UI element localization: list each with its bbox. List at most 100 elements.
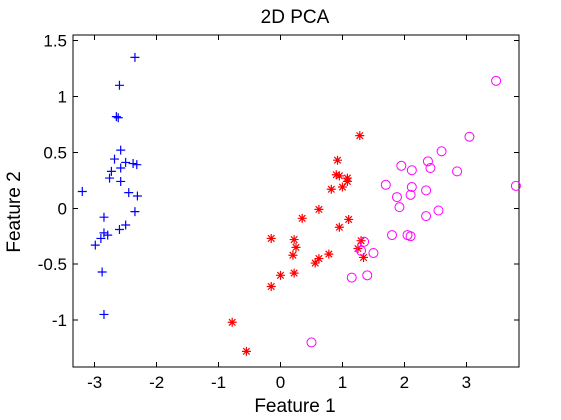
axis-ticks: -3 -2 -1 0 1 2 3 -1 -0.5 0 0.5 1 1.5: [38, 32, 519, 392]
data-point: [276, 270, 286, 280]
data-point: [387, 230, 398, 241]
data-point: [421, 211, 432, 222]
data-point: [406, 182, 417, 193]
data-point: [289, 268, 299, 278]
data-point: [132, 191, 142, 201]
data-point: [422, 156, 433, 167]
data-point: [113, 113, 123, 123]
y-tick-label: -0.5: [38, 255, 67, 274]
data-points: [77, 52, 521, 356]
series-star-points: [227, 131, 369, 356]
y-tick-label: 0.5: [43, 143, 67, 162]
data-point: [297, 213, 307, 223]
data-point: [331, 170, 341, 180]
data-point: [266, 233, 276, 243]
x-axis-title: Feature 1: [254, 396, 335, 417]
data-point: [362, 270, 373, 281]
data-point: [241, 346, 251, 356]
data-point: [132, 160, 142, 170]
y-tick-label: 0: [58, 199, 67, 218]
y-axis-title: Feature 2: [4, 171, 25, 252]
x-tick-label: -1: [211, 373, 226, 392]
data-point: [99, 309, 109, 319]
data-point: [96, 233, 106, 243]
data-point: [355, 131, 365, 141]
data-point: [324, 249, 334, 259]
data-point: [380, 179, 391, 190]
data-point: [121, 157, 131, 167]
y-tick-label: -1: [52, 311, 67, 330]
data-point: [405, 231, 416, 242]
data-point: [436, 146, 447, 157]
data-point: [406, 165, 417, 176]
data-point: [124, 188, 134, 198]
data-point: [421, 185, 432, 196]
plot-area-frame: [72, 34, 520, 368]
data-point: [128, 159, 138, 169]
data-point: [291, 242, 301, 252]
x-tick-label: 2: [400, 373, 409, 392]
series-circle-points: [306, 75, 521, 348]
data-point: [266, 282, 276, 292]
data-point: [116, 163, 126, 173]
data-point: [356, 236, 366, 246]
data-point: [433, 205, 444, 216]
y-tick-label: 1: [58, 87, 67, 106]
data-point: [306, 337, 317, 348]
data-point: [391, 192, 402, 203]
data-point: [396, 160, 407, 171]
data-point: [342, 173, 352, 183]
data-point: [405, 189, 416, 200]
data-point: [288, 250, 298, 260]
x-tick-label: -2: [149, 373, 164, 392]
data-point: [425, 163, 436, 174]
data-point: [103, 230, 113, 240]
x-tick-label: -3: [87, 373, 102, 392]
data-point: [116, 176, 126, 186]
data-point: [121, 220, 131, 230]
data-point: [333, 155, 343, 165]
data-point: [116, 145, 126, 155]
x-tick-label: 0: [276, 373, 285, 392]
data-point: [105, 173, 115, 183]
x-tick-label: 1: [338, 373, 347, 392]
data-point: [359, 236, 370, 247]
data-point: [326, 184, 336, 194]
data-point: [356, 245, 367, 256]
data-point: [344, 214, 354, 224]
data-point: [491, 75, 502, 86]
data-point: [106, 166, 116, 176]
chart-title: 2D PCA: [261, 7, 330, 28]
data-point: [99, 228, 109, 238]
data-point: [346, 272, 357, 283]
data-point: [314, 204, 324, 214]
data-point: [452, 166, 463, 177]
data-point: [334, 222, 344, 232]
data-point: [334, 171, 344, 181]
data-point: [464, 131, 475, 142]
data-point: [130, 52, 140, 62]
data-point: [337, 182, 347, 192]
series-plus-points: [77, 52, 142, 319]
data-point: [99, 212, 109, 222]
data-point: [394, 202, 405, 213]
y-tick-label: 1.5: [43, 32, 67, 51]
data-point: [227, 317, 237, 327]
data-point: [289, 235, 299, 245]
data-point: [110, 154, 120, 164]
data-point: [111, 112, 121, 122]
data-point: [114, 225, 124, 235]
data-point: [90, 240, 100, 250]
data-point: [359, 252, 369, 262]
data-point: [310, 258, 320, 268]
x-tick-label: 3: [462, 373, 471, 392]
data-point: [510, 180, 521, 191]
data-point: [368, 247, 379, 258]
data-point: [97, 267, 107, 277]
data-point: [353, 244, 363, 254]
data-point: [77, 186, 87, 196]
data-point: [314, 254, 324, 264]
data-point: [130, 207, 140, 217]
